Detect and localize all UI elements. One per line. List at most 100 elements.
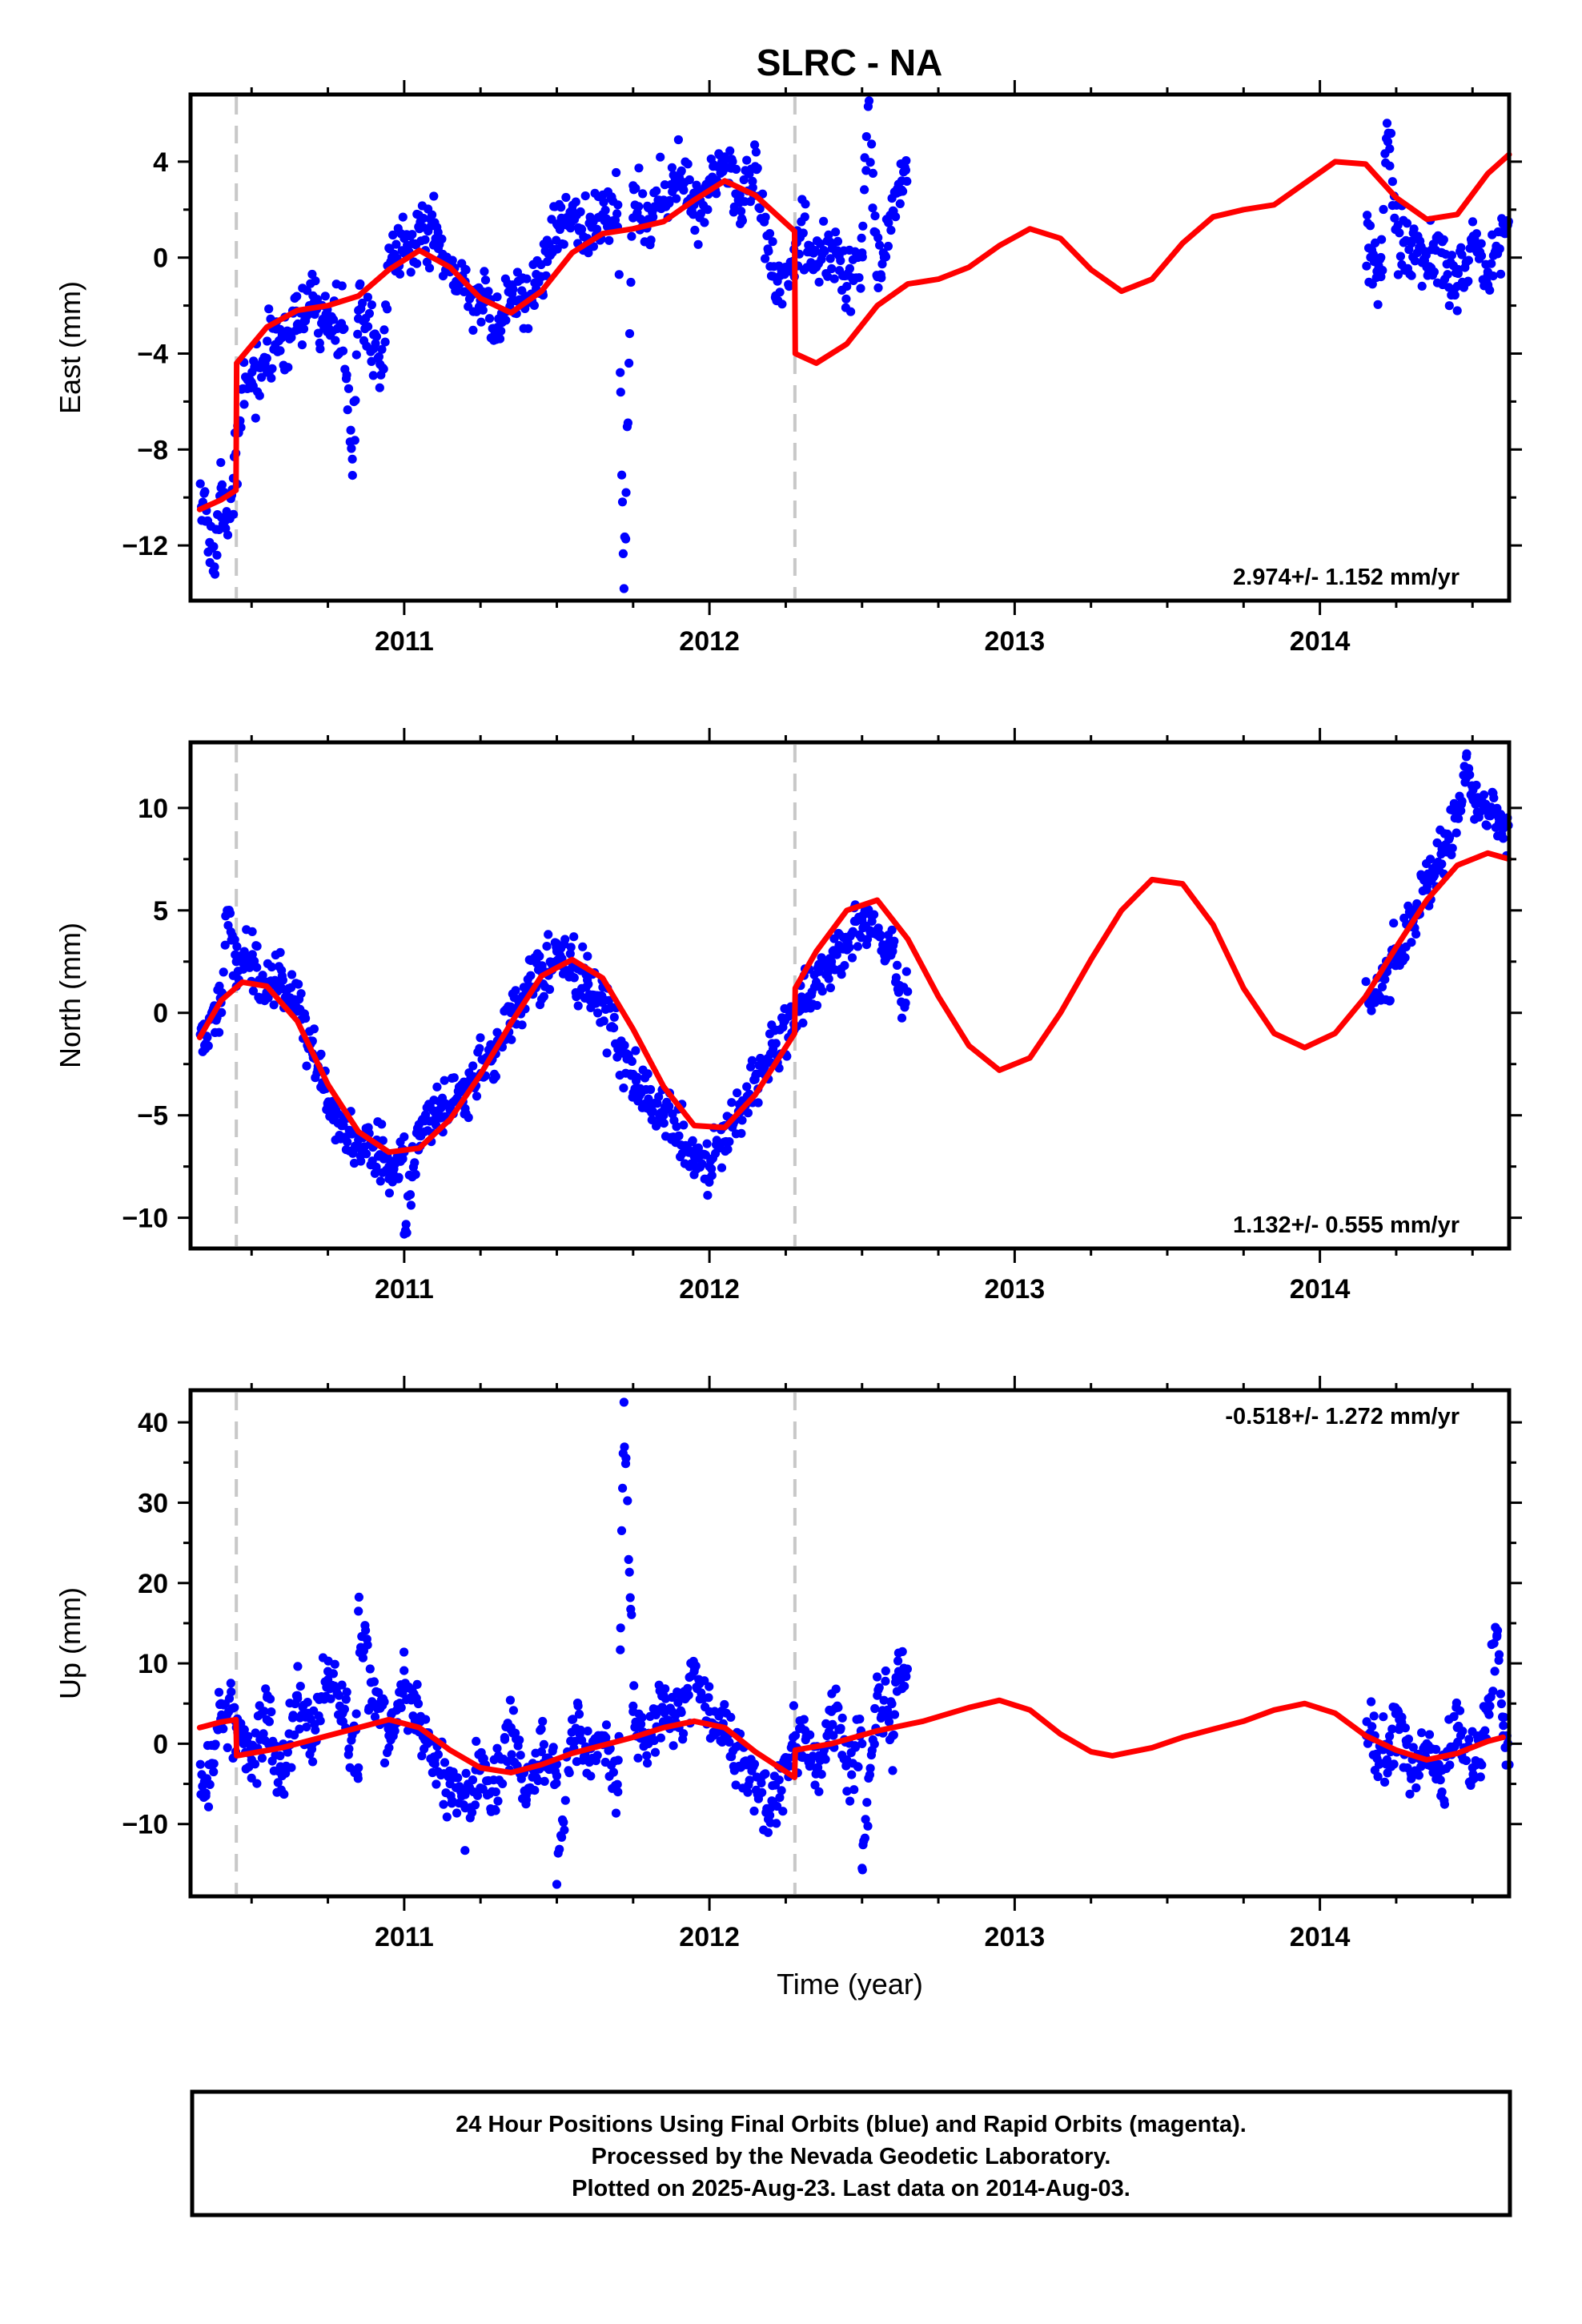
east-model-curve	[196, 151, 1512, 513]
up-point	[661, 1684, 670, 1694]
north-point	[449, 1073, 459, 1083]
north-point	[420, 1110, 431, 1120]
north-point	[737, 1116, 747, 1125]
north-point	[1462, 752, 1472, 762]
footer-line-1: 24 Hour Positions Using Final Orbits (bl…	[456, 2112, 1247, 2137]
north-point	[832, 950, 841, 959]
east-point	[854, 273, 864, 283]
east-point	[827, 263, 837, 274]
east-point	[720, 152, 729, 162]
up-point	[209, 1767, 219, 1777]
north-point	[796, 998, 806, 1007]
east-point	[617, 470, 627, 480]
up-point	[243, 1731, 253, 1741]
east-point	[346, 425, 355, 435]
north-point	[301, 1013, 311, 1023]
up-point	[857, 1864, 867, 1873]
east-point	[1453, 268, 1463, 279]
up-point	[850, 1743, 860, 1752]
up-point	[493, 1796, 503, 1806]
up-point	[442, 1812, 452, 1822]
east-point	[347, 471, 357, 480]
up-point	[384, 1743, 394, 1752]
east-point	[888, 210, 897, 219]
east-point	[283, 363, 293, 372]
up-point	[831, 1684, 841, 1694]
east-point	[367, 300, 376, 310]
up-point	[888, 1766, 897, 1775]
east-point	[812, 263, 821, 272]
east-point	[430, 239, 440, 248]
up-point	[293, 1662, 303, 1671]
up-point	[1424, 1730, 1435, 1739]
east-point	[886, 225, 896, 235]
up-point	[705, 1707, 714, 1716]
north-ylabel: North (mm)	[54, 923, 86, 1068]
north-point	[702, 1139, 712, 1148]
up-point	[1461, 1755, 1471, 1766]
north-point	[406, 1200, 416, 1210]
east-point	[672, 194, 681, 203]
east-point	[868, 203, 877, 213]
up-point	[619, 1397, 629, 1407]
east-point	[461, 265, 471, 275]
up-point	[827, 1707, 837, 1716]
up-point	[552, 1779, 561, 1788]
east-point	[737, 215, 748, 226]
east-point	[428, 210, 437, 219]
up-point	[893, 1667, 904, 1676]
up-point	[627, 1610, 636, 1619]
up-point	[403, 1726, 413, 1735]
north-point	[1412, 899, 1422, 909]
north-point	[1370, 998, 1379, 1007]
up-point	[1414, 1771, 1423, 1780]
east-point	[506, 282, 516, 292]
east-point	[337, 281, 347, 291]
up-point	[888, 1731, 897, 1740]
north-point	[897, 1013, 907, 1023]
east-point	[616, 368, 625, 377]
east-point	[742, 155, 752, 165]
east-point	[484, 314, 495, 324]
east-point	[623, 418, 633, 428]
east-point	[561, 192, 571, 203]
up-points	[195, 1397, 1514, 1889]
north-point	[294, 979, 303, 989]
up-point	[337, 1680, 347, 1690]
east-point	[599, 197, 608, 207]
east-point	[424, 263, 435, 273]
east-point	[429, 191, 439, 201]
up-point	[1455, 1706, 1465, 1715]
up-point	[583, 1755, 592, 1765]
east-point	[1421, 251, 1431, 260]
east-point	[703, 205, 713, 215]
up-point	[432, 1779, 441, 1789]
up-point	[853, 1762, 863, 1771]
east-point	[1468, 217, 1478, 227]
up-point	[902, 1664, 912, 1674]
up-point	[625, 1593, 635, 1602]
north-point	[552, 947, 562, 956]
east-point	[1402, 219, 1412, 228]
east-point	[522, 274, 532, 283]
east-point	[1495, 244, 1504, 254]
up-point	[893, 1656, 903, 1666]
up-point	[460, 1803, 470, 1813]
up-point	[287, 1763, 296, 1772]
east-point	[800, 212, 809, 222]
north-plot-frame	[188, 740, 1512, 1251]
up-point	[505, 1695, 516, 1705]
east-point	[614, 270, 624, 279]
north-point	[1445, 833, 1455, 842]
north-point	[873, 930, 882, 940]
east-point	[501, 316, 511, 325]
up-point	[623, 1496, 632, 1506]
east-point	[845, 263, 854, 273]
east-point	[223, 512, 232, 521]
up-point	[400, 1647, 409, 1657]
east-point	[861, 132, 871, 142]
up-point	[570, 1736, 580, 1746]
up-point	[315, 1716, 325, 1726]
up-point	[214, 1687, 224, 1697]
